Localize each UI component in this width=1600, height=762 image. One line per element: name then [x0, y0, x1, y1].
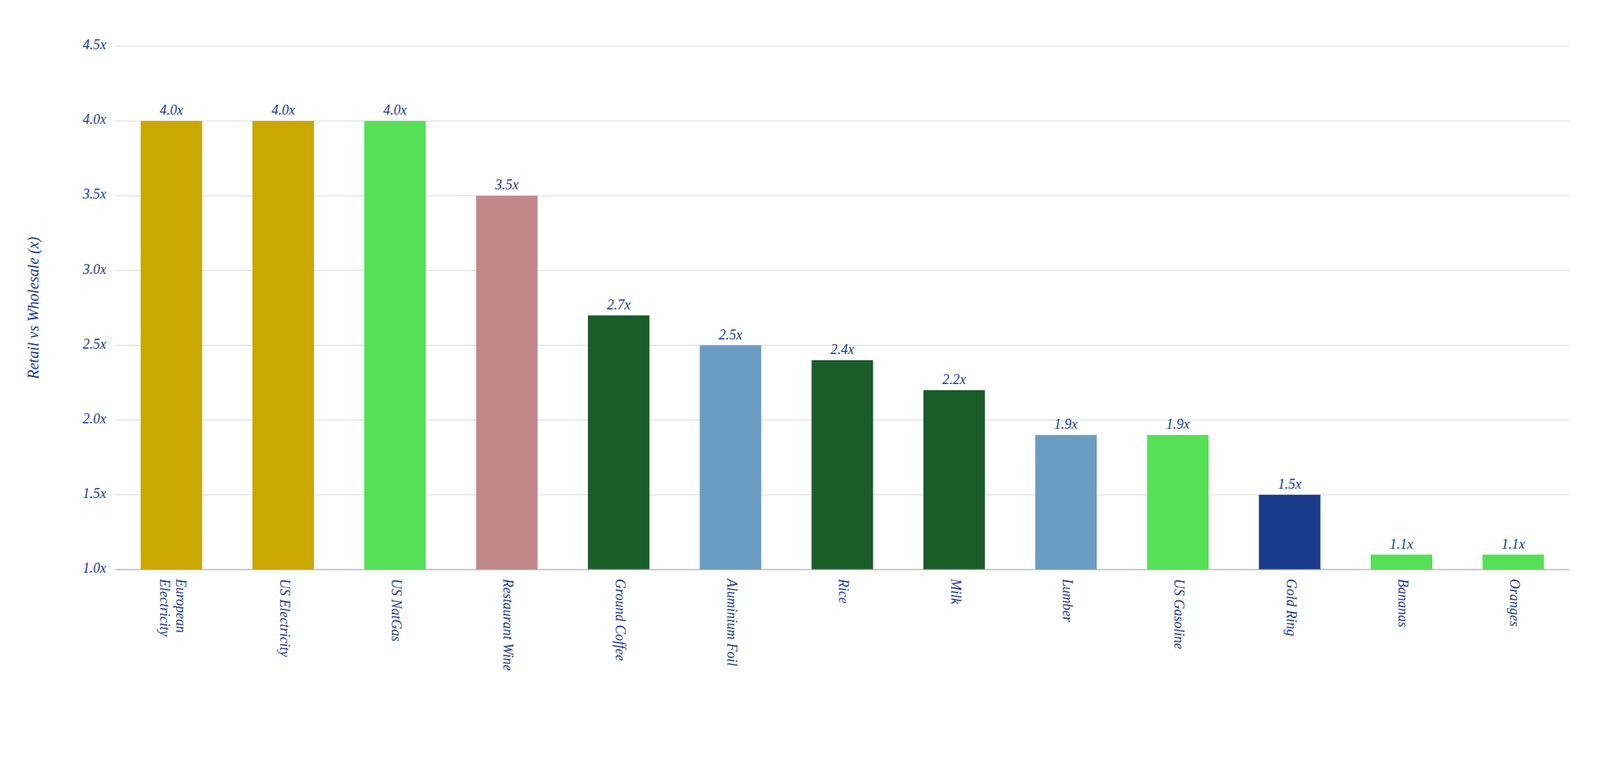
data-label: 1.5x	[1277, 476, 1302, 492]
bar	[1259, 494, 1321, 570]
data-label: 1.9x	[1054, 416, 1079, 432]
y-axis-label: Retail vs Wholesale (x)	[24, 236, 43, 380]
x-tick-label: Lumber	[1059, 577, 1076, 623]
grid-line	[115, 569, 1570, 571]
data-label: 2.4x	[830, 341, 855, 358]
bar	[699, 345, 762, 570]
x-tick-label: US Electricity	[277, 578, 293, 657]
y-tick-label: 2.5x	[83, 336, 107, 352]
y-tick-label: 4.5x	[83, 36, 107, 53]
x-tick-label: US NatGas	[388, 578, 405, 642]
grid	[115, 46, 1570, 570]
grid-line	[115, 195, 1570, 197]
chart-container: 1.0x 1.5x 2.0x 2.5x 3.0x 3.5x 4.0x 4.5x 4.0x 4.0x…	[0, 0, 1600, 762]
x-tick-label: Bananas	[1395, 578, 1411, 628]
grid-line	[115, 270, 1570, 271]
data-label: 2.7x	[607, 297, 632, 313]
bar	[476, 195, 538, 570]
bars	[140, 120, 1545, 570]
bar	[364, 120, 426, 570]
data-label: 3.5x	[494, 177, 519, 193]
data-label: 4.0x	[271, 102, 296, 118]
chart: 1.0x 1.5x 2.0x 2.5x 3.0x 3.5x 4.0x 4.5x 4.0x 4.0x…	[0, 0, 1600, 762]
y-tick-label: 2.0x	[83, 410, 107, 427]
bar	[811, 360, 874, 570]
bar	[1146, 434, 1209, 570]
x-tick-label: Restaurant Wine	[500, 577, 516, 672]
data-label: 1.1x	[1501, 536, 1526, 552]
bar	[252, 120, 314, 570]
y-tick-label: 3.0x	[82, 261, 107, 278]
x-tick-label: Ground Coffee	[612, 578, 628, 662]
y-tick-label: 1.0x	[83, 560, 107, 576]
bar	[923, 390, 986, 570]
data-label: 1.1x	[1389, 536, 1414, 552]
bar	[1482, 554, 1544, 570]
y-tick-label: 3.5x	[82, 186, 107, 202]
data-label: 4.0x	[383, 102, 408, 118]
bar	[1035, 434, 1097, 570]
y-tick-label: 1.5x	[83, 485, 107, 502]
x-axis-line	[115, 568, 1570, 570]
bar	[1370, 554, 1433, 570]
x-tick-label: Gold Ring	[1283, 578, 1300, 637]
x-tick-label: Milk	[948, 577, 964, 605]
data-label: 1.9x	[1165, 416, 1190, 432]
data-label: 4.0x	[159, 102, 184, 118]
y-tick-label: 4.0x	[83, 111, 107, 127]
data-label: 2.2x	[942, 371, 967, 388]
x-tick-label: Oranges	[1506, 578, 1523, 627]
x-tick-label: Rice	[835, 577, 852, 604]
data-label: 2.5x	[718, 327, 743, 343]
bar	[140, 120, 203, 570]
x-tick-label: US Gasoline	[1171, 578, 1187, 650]
x-tick-label: Aluminium Foil	[724, 577, 740, 667]
grid-line	[115, 46, 1570, 47]
x-tick-label: EuropeanElectricity	[156, 577, 189, 637]
bar	[587, 315, 650, 570]
grid-line	[115, 120, 1570, 122]
